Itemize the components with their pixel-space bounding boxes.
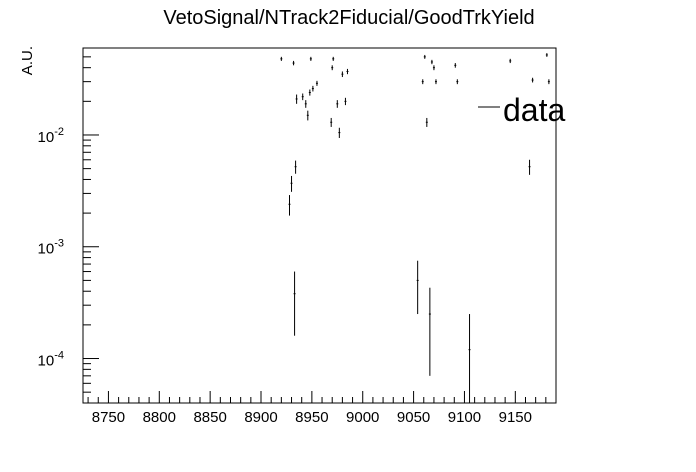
legend-entry-data: data — [503, 92, 565, 128]
data-points-group — [280, 53, 550, 403]
data-point — [430, 59, 433, 65]
data-point — [416, 260, 419, 315]
major-ticks-group — [83, 134, 516, 403]
data-point — [434, 79, 437, 85]
data-point — [294, 160, 297, 174]
y-tick-label: 10-3 — [38, 238, 64, 258]
data-point — [421, 79, 424, 85]
data-point — [306, 110, 309, 121]
legend: data — [478, 92, 565, 128]
data-point — [332, 56, 335, 61]
x-tick-label: 9050 — [397, 409, 430, 426]
data-point — [304, 100, 307, 108]
data-point — [293, 271, 296, 336]
data-point — [301, 93, 304, 101]
x-tick-label: 8950 — [295, 409, 328, 426]
data-point — [309, 56, 312, 61]
data-point — [295, 94, 298, 104]
data-point — [545, 53, 548, 57]
data-point — [280, 56, 283, 61]
data-point — [425, 117, 428, 127]
data-point — [428, 287, 431, 376]
data-point — [311, 85, 314, 92]
x-tick-label: 9150 — [499, 409, 532, 426]
x-tick-label: 9000 — [346, 409, 379, 426]
data-point — [456, 79, 459, 85]
data-point — [292, 60, 295, 66]
data-point — [454, 63, 457, 68]
data-point — [509, 58, 512, 64]
x-tick-labels-group: 8750 8800 8850 8900 8950 9000 9050 9100 9150 — [92, 409, 532, 426]
data-point — [308, 89, 311, 96]
chart-title: VetoSignal/NTrack2Fiducial/GoodTrkYield — [163, 7, 534, 29]
data-point — [528, 159, 531, 175]
data-point — [338, 127, 341, 138]
data-point — [288, 195, 291, 216]
plot-frame — [82, 47, 557, 404]
data-point — [423, 54, 426, 59]
y-axis-label: A.U. — [19, 46, 36, 75]
x-tick-label: 9100 — [448, 409, 481, 426]
x-tick-label: 8750 — [92, 409, 125, 426]
data-point — [341, 71, 344, 78]
data-point — [468, 314, 471, 403]
x-tick-label: 8900 — [244, 409, 277, 426]
y-tick-label: 10-4 — [38, 350, 64, 370]
data-point — [315, 80, 318, 86]
data-point — [432, 65, 435, 71]
data-point — [346, 68, 349, 75]
data-point — [330, 117, 333, 127]
data-point — [336, 100, 339, 108]
data-point — [331, 65, 334, 71]
data-point — [290, 175, 293, 192]
data-point — [531, 77, 534, 83]
y-tick-label: 10-2 — [38, 126, 64, 146]
data-point — [344, 97, 347, 106]
data-point — [547, 79, 550, 85]
x-tick-label: 8850 — [193, 409, 226, 426]
y-tick-labels-group: 10-4 10-3 10-2 — [38, 126, 64, 370]
x-tick-label: 8800 — [143, 409, 176, 426]
